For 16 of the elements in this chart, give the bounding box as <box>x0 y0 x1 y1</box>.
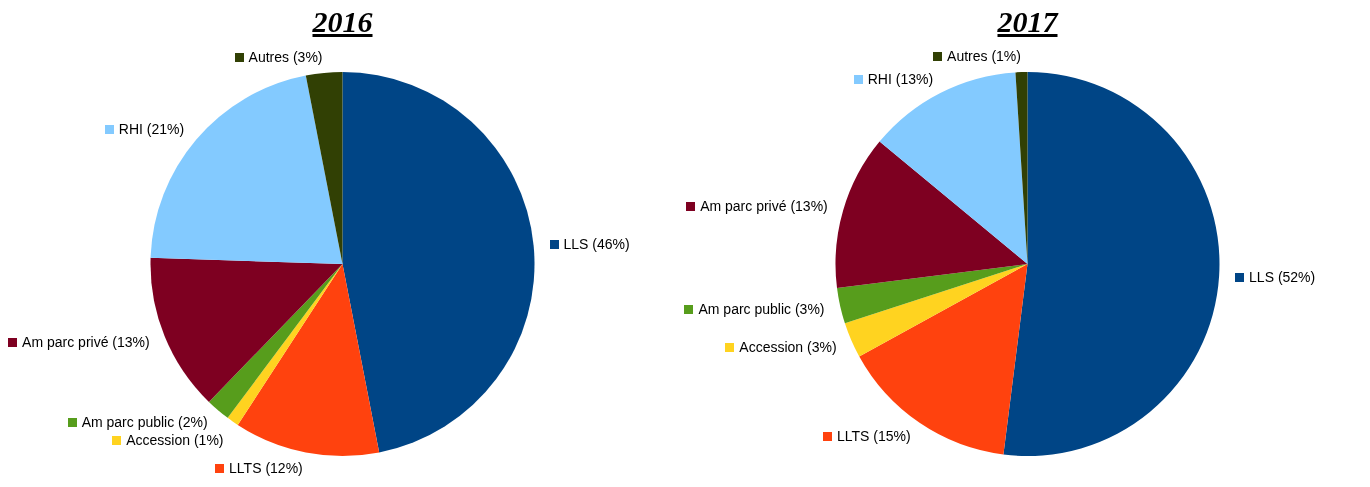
legend-label: Am parc public (2%) <box>81 414 208 431</box>
legend-label: LLS (52%) <box>1249 269 1316 286</box>
legend-label: Accession (3%) <box>739 338 837 355</box>
legend-label: LLS (46%) <box>563 236 630 253</box>
legend-label: LLTS (15%) <box>836 428 911 445</box>
legend-label: RHI (21%) <box>118 121 185 138</box>
legend-label: LLTS (12%) <box>229 460 303 477</box>
legend-label: Am parc privé (13%) <box>22 334 150 351</box>
chart-title: 2016 <box>311 4 374 40</box>
legend-label: Autres (3%) <box>248 48 323 65</box>
legend-label: Autres (1%) <box>947 48 1021 65</box>
legend-label: Am parc privé (13%) <box>700 197 828 214</box>
legend-label: RHI (13%) <box>867 70 934 87</box>
legend-label: Am parc public (3%) <box>698 301 825 318</box>
chart-title: 2017 <box>996 4 1060 40</box>
legend-label: Accession (1%) <box>126 432 224 449</box>
